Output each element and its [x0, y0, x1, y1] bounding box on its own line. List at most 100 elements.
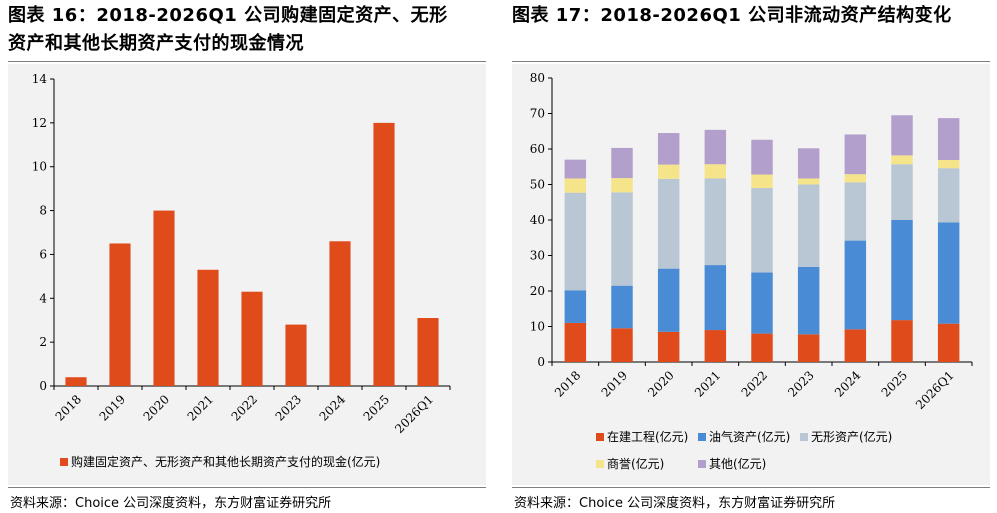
bar-series0-2020 [657, 331, 680, 362]
x-tick-label: 2021 [185, 392, 216, 423]
left-title-divider [8, 61, 486, 62]
bar-series0-2026q1 [937, 323, 960, 362]
x-tick-label: 2018 [53, 392, 84, 423]
bar-series3-2024 [844, 174, 867, 183]
left-bar-chart: 0 2 4 6 8 10 12 14 2018 2019 2020 2021 2022 2023 2024 2… [32, 72, 451, 469]
legend-swatch [698, 460, 706, 468]
bar-series4-2020 [657, 133, 680, 165]
bar-series3-2019 [611, 178, 633, 193]
y-tick-label: 10 [530, 320, 545, 334]
bar-series0-2023 [797, 334, 820, 362]
right-chart-area: 0 10 20 30 40 50 60 70 80 2018 2019 2020 2021 2022 202… [512, 64, 990, 485]
x-tick-label: 2023 [785, 368, 816, 399]
x-tick-label: 2022 [229, 392, 260, 423]
bar-series1-2022 [751, 272, 773, 334]
bar-series1-2021 [704, 265, 727, 331]
bar-series3-2018 [564, 178, 587, 193]
x-tick-label: 2020 [141, 392, 172, 423]
x-tick-label: 2026Q1 [392, 392, 436, 436]
x-tick-label: 2019 [97, 392, 128, 423]
y-tick-label: 10 [32, 160, 47, 174]
bar-series0-2018 [564, 322, 587, 362]
right-stacked-bar-chart: 0 10 20 30 40 50 60 70 80 2018 2019 2020 2021 2022 202… [530, 71, 973, 471]
bar-series2-2024 [844, 182, 867, 241]
bar-2024 [329, 241, 351, 386]
x-tick-label: 2024 [317, 392, 349, 424]
bar-series4-2025 [891, 115, 913, 156]
y-tick-label: 60 [530, 142, 545, 156]
left-chart-title-line2: 资产和其他长期资产支付的现金情况 [8, 33, 304, 54]
y-tick-label: 40 [530, 213, 545, 227]
legend-swatch [60, 458, 68, 466]
x-tick-label: 2021 [692, 368, 723, 399]
y-tick-label: 6 [39, 247, 47, 261]
legend-label: 无形资产(亿元) [811, 429, 892, 444]
bar-2022 [241, 291, 263, 386]
y-tick-label: 14 [32, 72, 48, 86]
x-tick-label: 2018 [552, 368, 583, 399]
y-tick-label: 4 [39, 291, 47, 305]
bar-series2-2020 [657, 178, 680, 269]
bar-series3-2021 [704, 164, 727, 179]
left-source-note: 资料来源：Choice 公司深度资料，东方财富证券研究所 [10, 496, 332, 511]
y-tick-label: 8 [39, 204, 47, 218]
bar-series4-2019 [611, 147, 633, 179]
left-chart-title-line1: 图表 16：2018-2026Q1 公司购建固定资产、无形 [8, 5, 448, 26]
y-tick-label: 0 [537, 355, 545, 369]
x-tick-label: 2025 [361, 392, 392, 423]
y-tick-label: 12 [32, 116, 47, 130]
y-tick-label: 70 [530, 107, 545, 121]
legend-label: 其他(亿元) [709, 456, 766, 471]
bar-series3-2023 [797, 178, 820, 185]
bar-2018 [65, 377, 87, 386]
right-chart-title-line1: 图表 17：2018-2026Q1 公司非流动资产结构变化 [512, 5, 952, 26]
y-tick-label: 2 [39, 335, 47, 349]
x-tick-label: 2020 [645, 368, 676, 399]
bar-series1-2026q1 [937, 222, 960, 324]
legend-swatch [698, 433, 706, 441]
bar-series3-2020 [657, 164, 680, 179]
y-tick-label: 30 [530, 249, 545, 263]
legend-label: 油气资产(亿元) [709, 429, 790, 444]
bar-series2-2022 [751, 188, 773, 273]
x-tick-label: 2022 [739, 368, 770, 399]
bar-series1-2018 [564, 290, 587, 323]
x-tick-label: 2024 [832, 368, 864, 400]
bar-series4-2023 [797, 148, 820, 179]
bar-series2-2019 [611, 192, 633, 286]
bar-series4-2018 [564, 159, 587, 179]
legend-swatch [800, 433, 808, 441]
bar-series0-2022 [751, 333, 773, 362]
bar-series1-2019 [611, 285, 633, 329]
x-tick-label: 2026Q1 [913, 368, 957, 412]
x-tick-label: 2023 [273, 392, 304, 423]
y-tick-label: 0 [39, 379, 47, 393]
legend-swatch [596, 460, 604, 468]
bar-series4-2022 [751, 139, 773, 175]
legend-label: 商誉(亿元) [607, 456, 664, 471]
bar-series1-2023 [797, 266, 820, 335]
bar-series3-2026q1 [937, 160, 960, 169]
bar-series3-2025 [891, 155, 913, 165]
bar-series4-2026q1 [937, 118, 960, 161]
bar-series1-2024 [844, 240, 867, 330]
bar-2021 [197, 269, 219, 386]
bar-series2-2025 [891, 164, 913, 220]
bar-series4-2021 [704, 129, 727, 165]
bar-series2-2021 [704, 178, 727, 266]
bar-series0-2025 [891, 320, 913, 362]
bar-series2-2018 [564, 192, 587, 291]
bar-2025 [373, 122, 395, 386]
left-source-divider [8, 487, 486, 488]
y-tick-label: 50 [530, 178, 545, 192]
right-source-divider [512, 487, 990, 488]
bar-series3-2022 [751, 174, 773, 189]
left-chart-area: 0 2 4 6 8 10 12 14 2018 2019 2020 2021 2022 2023 2024 2… [8, 64, 486, 485]
bar-series0-2019 [611, 328, 633, 362]
bar-series1-2020 [657, 268, 680, 332]
legend-label: 购建固定资产、无形资产和其他长期资产支付的现金(亿元) [71, 454, 380, 469]
bar-series4-2024 [844, 134, 867, 175]
y-tick-label: 20 [530, 284, 545, 298]
legend-label: 在建工程(亿元) [607, 429, 688, 444]
right-source-note: 资料来源：Choice 公司深度资料，东方财富证券研究所 [514, 496, 836, 511]
